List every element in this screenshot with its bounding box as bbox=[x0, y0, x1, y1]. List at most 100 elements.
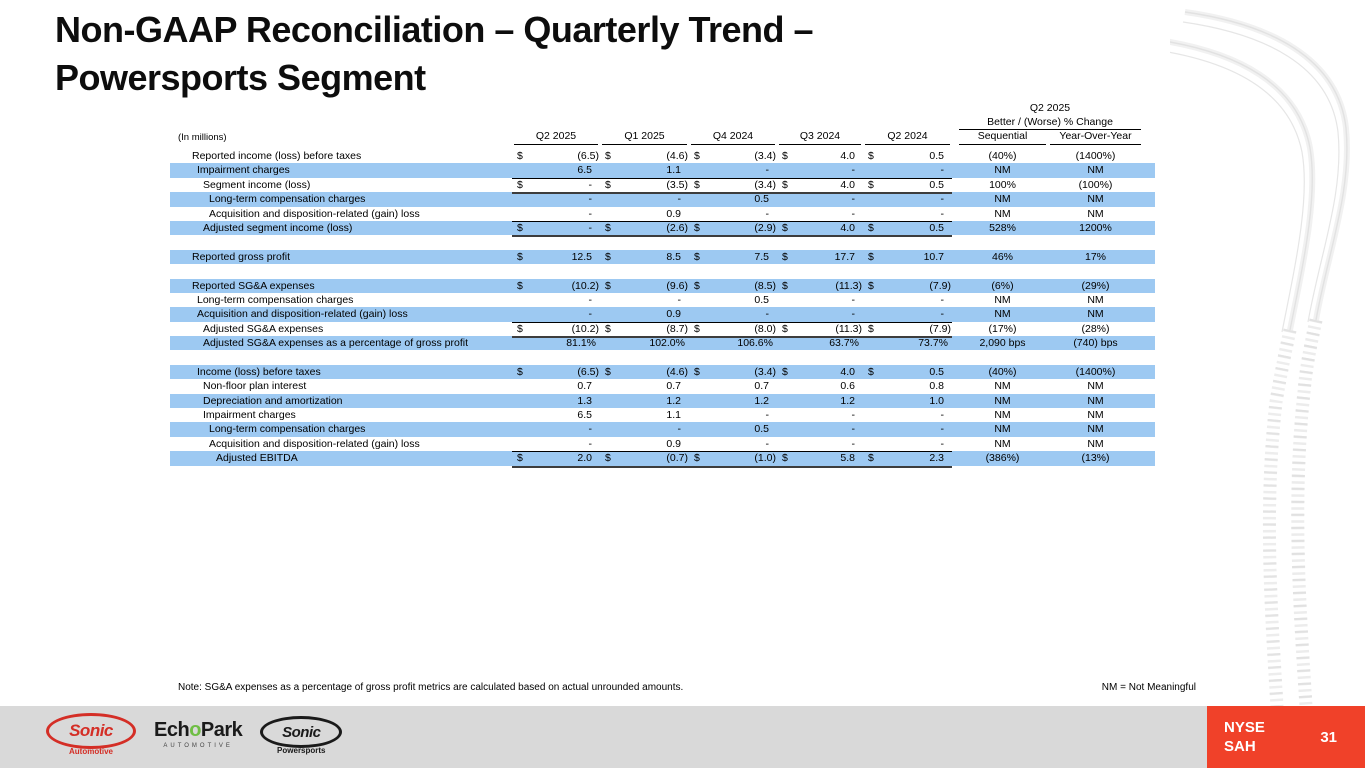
footer-bar: Sonic Automotive EchoPark AUTOMOTIVE Son… bbox=[0, 706, 1365, 768]
cell-sequential: NM bbox=[994, 437, 1011, 450]
dollar-sign: $ bbox=[605, 279, 611, 292]
table-row: Adjusted segment income (loss) $ - $ (2.6) $(… bbox=[170, 220, 1155, 238]
cell-number: (11.3) bbox=[835, 322, 862, 335]
cell-value: $2.0 bbox=[512, 451, 600, 468]
cell-number: 2.0 bbox=[577, 452, 592, 465]
cell-sequential: 528% bbox=[989, 221, 1016, 234]
cell-value: $ (8.0) bbox=[689, 322, 777, 339]
cell-sequential: (386%) bbox=[985, 452, 1020, 465]
table-row: Adjusted SG&A expenses as a percentage o… bbox=[170, 336, 1155, 351]
cell-value: $ (7.9) bbox=[863, 322, 952, 339]
dollar-sign: $ bbox=[694, 178, 700, 191]
cell-number: 63.7% bbox=[829, 337, 859, 350]
cell-number: (3.4) bbox=[754, 365, 776, 378]
cell-yoy: (13%) bbox=[1081, 452, 1110, 465]
dollar-sign bbox=[512, 293, 517, 307]
row-label: Segment income (loss) bbox=[203, 178, 311, 191]
dollar-sign bbox=[863, 293, 868, 307]
dollar-sign: $ bbox=[782, 279, 788, 292]
change-header-title: Better / (Worse) % Change bbox=[959, 115, 1141, 130]
cell-number: (3.4) bbox=[754, 150, 776, 162]
dollar-sign bbox=[600, 336, 605, 350]
cell-number: - bbox=[940, 423, 945, 436]
cell-value: 0.7 bbox=[512, 379, 600, 393]
cell-sequential: NM bbox=[994, 409, 1011, 422]
cell-value: $8.5 bbox=[600, 250, 689, 264]
row-label: Adjusted SG&A expenses bbox=[203, 322, 324, 335]
cell-value: - bbox=[689, 207, 777, 222]
cell-value: 6.5 bbox=[512, 408, 600, 422]
cell-value: 0.7 bbox=[600, 379, 689, 393]
row-label: Reported income (loss) before taxes bbox=[192, 150, 362, 162]
echopark-o-icon: o bbox=[189, 719, 201, 741]
dollar-sign bbox=[777, 192, 782, 206]
dollar-sign: $ bbox=[605, 150, 611, 162]
dollar-sign: $ bbox=[694, 452, 700, 465]
cell-number: - bbox=[588, 207, 593, 220]
cell-number: - bbox=[765, 207, 770, 220]
cell-number: 1.2 bbox=[666, 394, 681, 407]
table-row: Acquisition and disposition-related (gai… bbox=[170, 307, 1155, 323]
dollar-sign bbox=[512, 207, 517, 221]
cell-value: $4.0 bbox=[777, 365, 863, 379]
cell-number: 4.0 bbox=[840, 365, 855, 378]
echopark-wordmark: EchoPark bbox=[154, 719, 243, 742]
col-header-q2-2025: Q2 2025 bbox=[514, 129, 598, 145]
cell-yoy: NM bbox=[1087, 207, 1104, 220]
dollar-sign bbox=[600, 307, 605, 321]
cell-number: - bbox=[851, 207, 856, 220]
dollar-sign: $ bbox=[868, 279, 874, 292]
cell-sequential: NM bbox=[994, 380, 1011, 393]
cell-number: 0.9 bbox=[666, 308, 681, 321]
cell-number: (8.0) bbox=[754, 322, 776, 335]
cell-value: $ (11.3) bbox=[777, 279, 863, 293]
cell-number: - bbox=[588, 293, 593, 306]
dollar-sign: $ bbox=[782, 221, 788, 234]
row-label: Acquisition and disposition-related (gai… bbox=[209, 207, 420, 220]
cell-number: - bbox=[765, 164, 770, 177]
table-row: Adjusted EBITDA $2.0 $ (0.7) $ (1.0) $5.8 $2.3(… bbox=[170, 451, 1155, 468]
cell-number: 106.6% bbox=[737, 337, 773, 350]
row-label: Income (loss) before taxes bbox=[197, 365, 321, 378]
cell-value: $4.0 bbox=[777, 178, 863, 195]
cell-value: 1.1 bbox=[600, 408, 689, 422]
dollar-sign bbox=[777, 408, 782, 422]
footnote: Note: SG&A expenses as a percentage of g… bbox=[178, 682, 684, 693]
cell-number: - bbox=[851, 437, 856, 450]
cell-number: - bbox=[588, 221, 593, 234]
cell-value: $2.3 bbox=[863, 451, 952, 468]
dollar-sign: $ bbox=[605, 178, 611, 191]
reconciliation-table: Q2 2025 Better / (Worse) % Change (In mi… bbox=[170, 101, 1155, 468]
cell-number: (10.2) bbox=[571, 322, 599, 335]
cell-value: $4.0 bbox=[777, 149, 863, 163]
dollar-sign bbox=[863, 163, 868, 177]
cell-number: 1.2 bbox=[754, 394, 769, 407]
col-header-q3-2024: Q3 2024 bbox=[779, 129, 861, 145]
dollar-sign: $ bbox=[605, 365, 611, 378]
cell-yoy: NM bbox=[1087, 409, 1104, 422]
dollar-sign bbox=[863, 379, 868, 393]
dollar-sign: $ bbox=[868, 221, 874, 234]
cell-yoy: 1200% bbox=[1079, 221, 1112, 234]
cell-value: 73.7% bbox=[863, 336, 952, 350]
cell-number: 4.0 bbox=[840, 178, 855, 191]
cell-number: 1.1 bbox=[666, 164, 681, 177]
dollar-sign: $ bbox=[782, 178, 788, 191]
cell-value: $ (7.9) bbox=[863, 279, 952, 293]
sonic-powersports-sub: Powersports bbox=[277, 746, 326, 755]
table-row: Adjusted SG&A expenses $ (10.2) $ (8.7) $ (8.0… bbox=[170, 322, 1155, 339]
row-label: Long-term compensation charges bbox=[197, 293, 354, 306]
col-header-sequential: Sequential bbox=[959, 129, 1046, 145]
dollar-sign: $ bbox=[782, 365, 788, 378]
row-label: Acquisition and disposition-related (gai… bbox=[197, 308, 408, 321]
cell-number: - bbox=[851, 409, 856, 422]
cell-number: - bbox=[588, 308, 593, 321]
dollar-sign bbox=[689, 437, 694, 451]
table-body: Reported income (loss) before taxes $ (6.5… bbox=[170, 149, 1155, 468]
dollar-sign bbox=[863, 437, 868, 451]
cell-value: - bbox=[863, 408, 952, 422]
cell-value: 0.6 bbox=[777, 379, 863, 393]
dollar-sign: $ bbox=[517, 150, 523, 162]
dollar-sign: $ bbox=[605, 250, 611, 263]
dollar-sign: $ bbox=[517, 322, 523, 335]
